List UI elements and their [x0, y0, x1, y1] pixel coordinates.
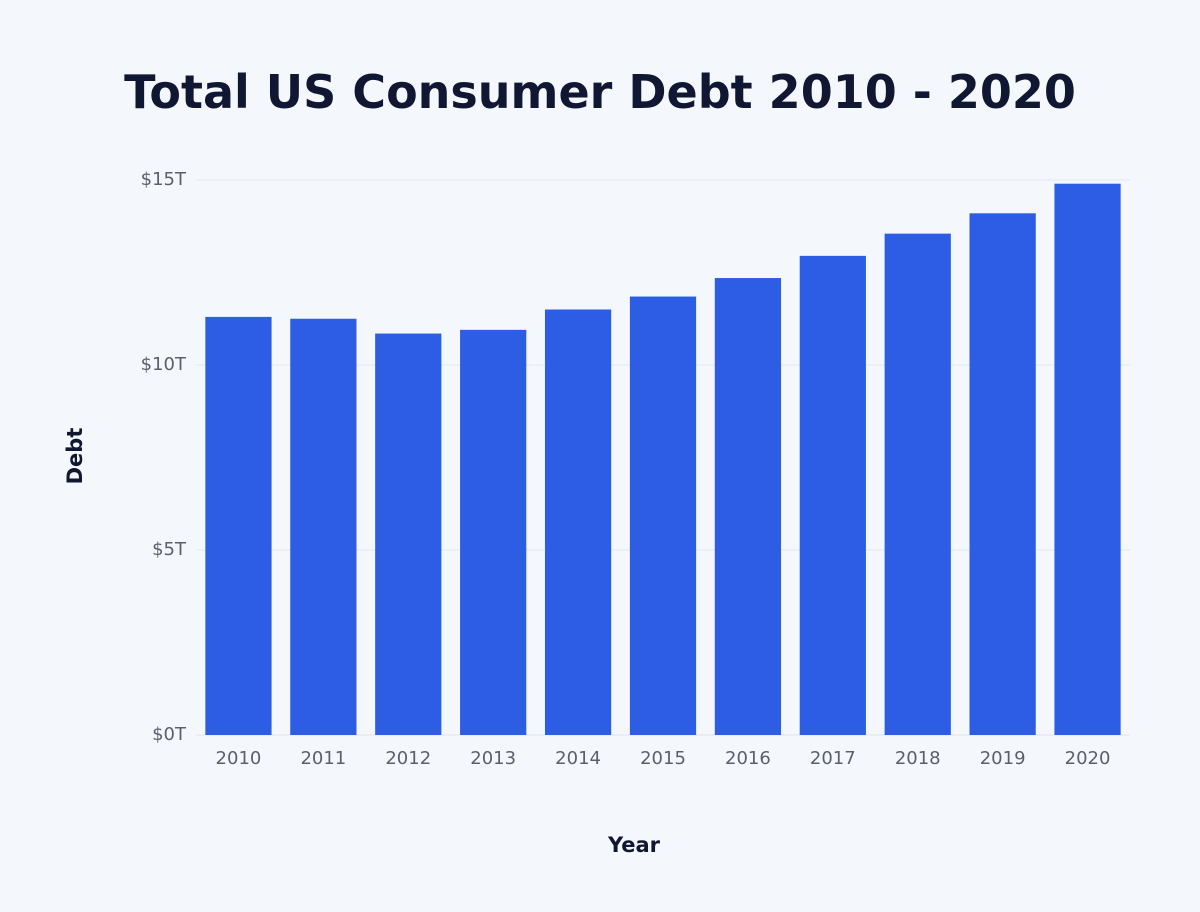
bar-2011 [290, 318, 357, 735]
bar-2015 [629, 296, 697, 735]
chart-title: Total US Consumer Debt 2010 - 2020 [124, 65, 1076, 119]
x-tick-label: 2019 [980, 748, 1026, 769]
x-tick-label: 2012 [385, 748, 431, 769]
bar-2013 [460, 329, 527, 735]
bars [205, 183, 1121, 736]
bar-2019 [969, 213, 1036, 736]
x-tick-label: 2011 [300, 748, 346, 769]
bar-2020 [1054, 183, 1121, 735]
x-tick-label: 2014 [555, 748, 601, 769]
bar-2010 [205, 316, 272, 735]
bar-2016 [714, 278, 782, 735]
y-axis-ticks: $0T $5T $10T $15T [141, 169, 187, 745]
x-tick-label: 2017 [810, 748, 856, 769]
x-tick-label: 2013 [470, 748, 516, 769]
y-axis-label: Debt [63, 428, 87, 485]
y-tick-label: $10T [141, 354, 187, 375]
y-tick-label: $0T [152, 724, 187, 745]
x-tick-label: 2010 [216, 748, 262, 769]
bar-2017 [799, 255, 866, 735]
x-tick-label: 2020 [1065, 748, 1111, 769]
x-tick-label: 2018 [895, 748, 941, 769]
x-axis-ticks: 2010 2011 2012 2013 2014 2015 2016 2017 2018 2019… [216, 748, 1111, 769]
bar-2012 [375, 333, 442, 735]
bar-2018 [884, 233, 951, 735]
x-axis-label: Year [607, 833, 661, 857]
x-tick-label: 2016 [725, 748, 771, 769]
y-tick-label: $15T [141, 169, 187, 190]
bar-2014 [544, 309, 612, 735]
x-tick-label: 2015 [640, 748, 686, 769]
y-tick-label: $5T [152, 539, 187, 560]
